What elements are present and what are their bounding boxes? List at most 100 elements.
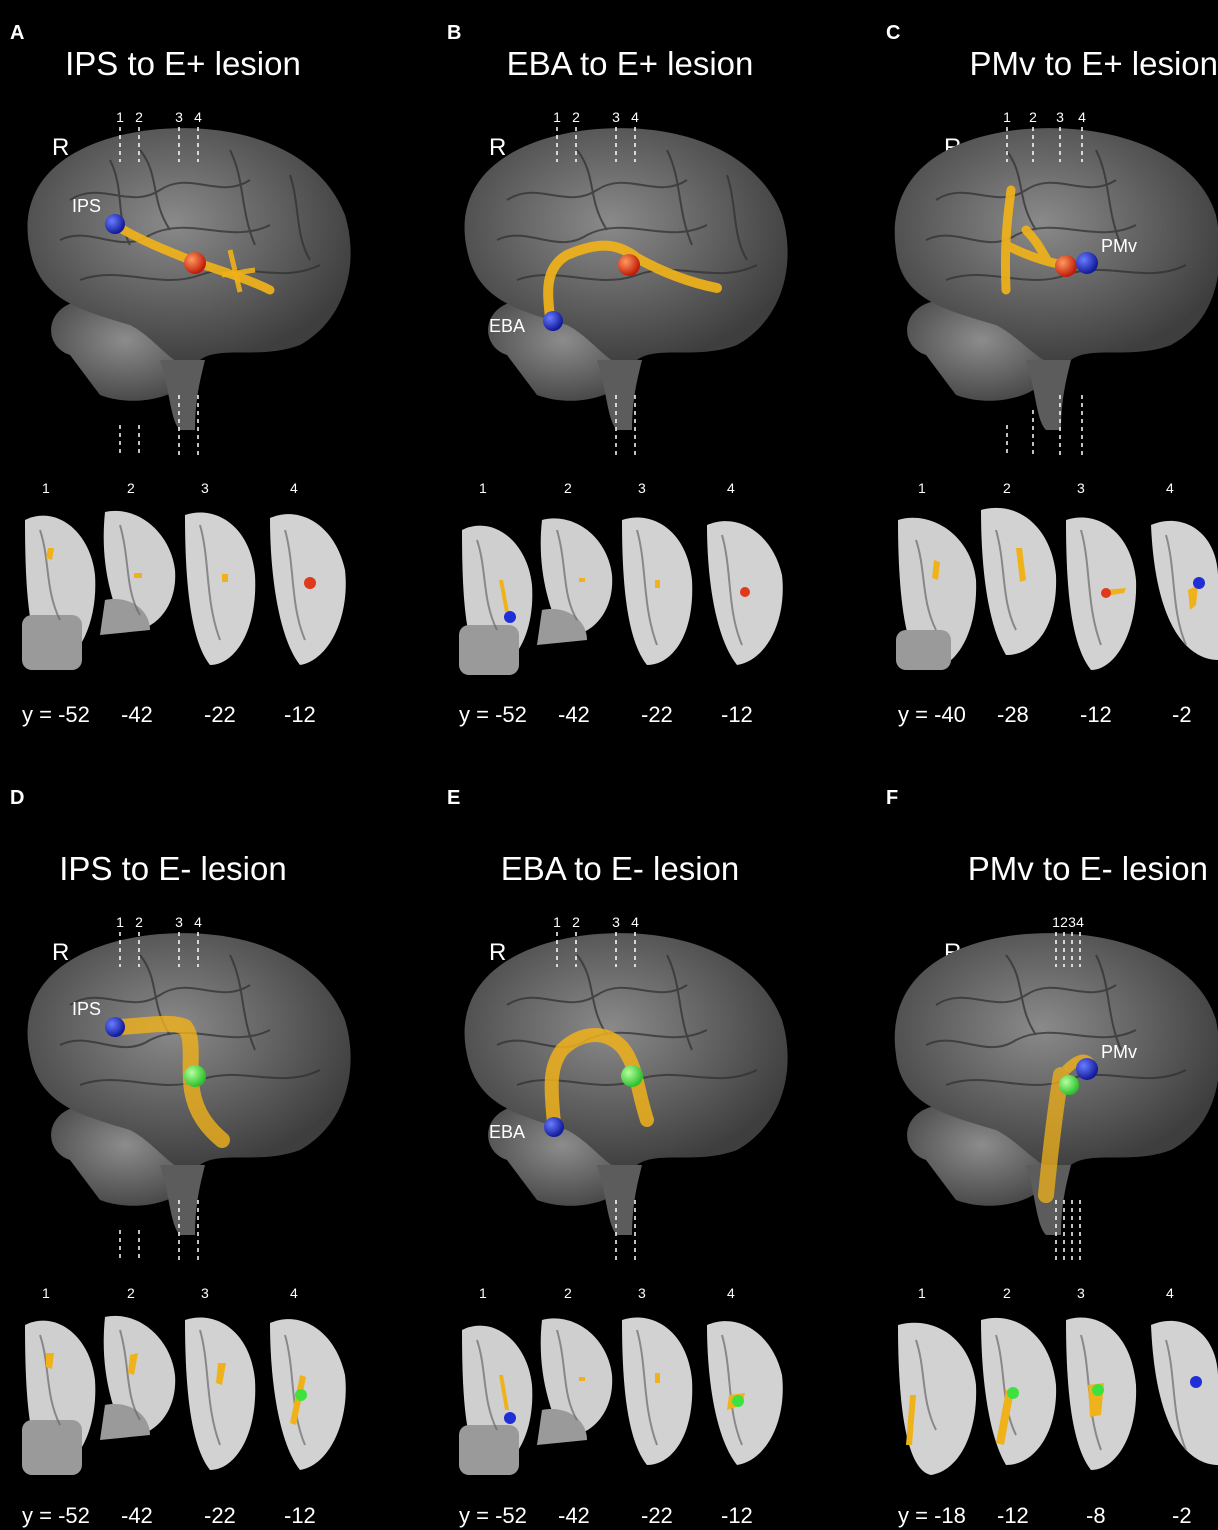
slice-marker-1: 1	[553, 914, 561, 930]
slice-number: 4	[290, 1285, 298, 1301]
slice-marker-3: 3	[1068, 914, 1076, 930]
slice-number: 3	[638, 1285, 646, 1301]
panel-title: PMv to E- lesion	[967, 850, 1208, 887]
slice-number: 4	[290, 480, 298, 496]
slice-number: 4	[1166, 1285, 1174, 1301]
slice-marker-3: 3	[612, 109, 620, 125]
slice-number: 3	[1077, 1285, 1085, 1301]
y-value: -22	[641, 702, 673, 727]
slice-lines	[556, 127, 636, 455]
hemisphere-label: R	[52, 939, 69, 966]
y-value: -2	[1172, 702, 1192, 727]
slice-number: 1	[42, 1285, 50, 1301]
slice-number: 1	[918, 1285, 926, 1301]
seed-label: EBA	[489, 1122, 525, 1142]
y-value: y = -40	[898, 702, 966, 727]
brainstem	[160, 1165, 205, 1235]
panel-title: PMv to E+ lesion	[969, 45, 1218, 82]
y-value: -12	[997, 1503, 1029, 1528]
slice-number: 3	[1077, 480, 1085, 496]
slice-number: 4	[727, 480, 735, 496]
slice-marker-4: 4	[1076, 914, 1084, 930]
y-value: -22	[204, 1503, 236, 1528]
y-value: y = -18	[898, 1503, 966, 1528]
slice-lines	[556, 932, 636, 1260]
slice-number: 1	[479, 1285, 487, 1301]
seed-label: PMv	[1101, 236, 1137, 256]
slice-marker-3: 3	[612, 914, 620, 930]
slice-number: 2	[1003, 480, 1011, 496]
y-value: y = -52	[22, 1503, 90, 1528]
slice-number: 4	[1166, 480, 1174, 496]
slice-number: 2	[564, 480, 572, 496]
seed-marker	[105, 214, 125, 234]
slice-marker-2: 2	[135, 914, 143, 930]
hemisphere-label: R	[52, 134, 69, 161]
y-value: y = -52	[459, 1503, 527, 1528]
slice-number: 2	[127, 480, 135, 496]
slice-marker-4: 4	[194, 914, 202, 930]
brain-figure: R PMv 12 34	[894, 109, 1218, 670]
slice-number: 2	[564, 1285, 572, 1301]
y-value: -22	[641, 1503, 673, 1528]
seed-label: IPS	[72, 196, 101, 216]
y-value: -42	[121, 702, 153, 727]
y-value: -42	[558, 702, 590, 727]
slice-lines	[119, 127, 199, 455]
slice-number: 3	[201, 1285, 209, 1301]
brain-hemisphere	[27, 128, 351, 366]
lesion-marker	[621, 1065, 643, 1087]
panel-label: D	[10, 787, 25, 809]
coronal-slices	[22, 1315, 346, 1475]
fiber-tract	[107, 1015, 230, 1148]
panel-title: IPS to E+ lesion	[65, 45, 301, 82]
panel-title: IPS to E- lesion	[59, 850, 287, 887]
y-value: y = -52	[22, 702, 90, 727]
slice-number: 2	[127, 1285, 135, 1301]
y-value: -42	[121, 1503, 153, 1528]
seed-marker	[544, 1117, 564, 1137]
slice-marker-3: 3	[175, 109, 183, 125]
y-value: -22	[204, 702, 236, 727]
slice-number: 1	[918, 480, 926, 496]
panel-label: C	[886, 22, 901, 44]
hemisphere-label: R	[489, 134, 506, 161]
seed-label: PMv	[1101, 1042, 1137, 1062]
slice-number: 1	[479, 480, 487, 496]
gyri	[925, 149, 1187, 281]
brainstem	[597, 360, 642, 430]
slice-lines	[1006, 127, 1083, 455]
gyri	[59, 954, 321, 1086]
slice-marker-4: 4	[631, 109, 639, 125]
panel-c: C PMv to E+ lesion R PMv 12 34	[876, 0, 1218, 765]
y-value: -42	[558, 1503, 590, 1528]
slice-marker-1: 1	[116, 914, 124, 930]
y-value: -12	[284, 1503, 316, 1528]
brain-hemisphere	[894, 933, 1218, 1171]
y-value: -12	[1080, 702, 1112, 727]
slice-marker-2: 2	[135, 109, 143, 125]
seed-label: IPS	[72, 999, 101, 1019]
coronal-slices	[22, 510, 346, 670]
y-value: -12	[721, 1503, 753, 1528]
panel-label: E	[447, 787, 461, 809]
slice-marker-2: 2	[572, 109, 580, 125]
brain-figure: R PMv 12 34	[894, 914, 1218, 1475]
slice-marker-4: 4	[631, 914, 639, 930]
lesion-marker	[1055, 255, 1077, 277]
slice-marker-1: 1	[1052, 914, 1060, 930]
y-value: y = -52	[459, 702, 527, 727]
slice-lines	[1055, 932, 1081, 1260]
coronal-slices	[459, 517, 783, 675]
seed-marker	[1076, 1058, 1098, 1080]
slice-marker-1: 1	[553, 109, 561, 125]
seed-marker	[543, 311, 563, 331]
brainstem	[160, 360, 205, 430]
coronal-slices	[898, 1317, 1218, 1475]
slice-marker-4: 4	[1078, 109, 1086, 125]
